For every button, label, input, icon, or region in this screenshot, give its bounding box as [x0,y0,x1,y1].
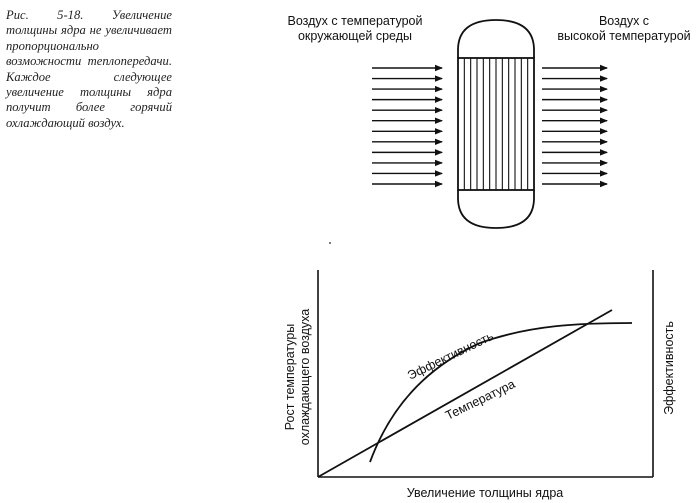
core-tubes [463,58,529,190]
ambient-air-label-line1: Воздух с температурой [287,14,423,28]
right-axis-label: Эффективность [662,321,676,415]
stray-dot [329,242,331,244]
ambient-air-label: Воздух с температурой окружающей среды [260,14,450,44]
y-axis-label-line2: охлаждающего воздуха [298,309,312,446]
x-axis-label: Увеличение толщины ядра [407,486,564,500]
core-thickness-graph: Эффективность Температура Рост температу… [283,270,676,500]
figure-caption: Рис. 5-18. Увеличение толщины ядра не ув… [6,8,172,130]
hot-air-label: Воздух с высокой температурой [550,14,698,44]
hot-air-label-line1: Воздух с [598,14,650,28]
ambient-air-label-line2: окружающей среды [297,29,413,43]
outlet-air-arrows [542,64,608,188]
radiator-upper-tank [457,19,535,58]
efficiency-curve [369,322,633,463]
inlet-air-arrows [372,64,443,188]
radiator-lower-tank [457,190,535,229]
radiator-core [457,19,535,229]
efficiency-curve-label: Эффективность [405,329,495,383]
y-axis-label-line1: Рост температуры [283,324,297,431]
hot-air-label-line2: высокой температурой [557,29,691,43]
temperature-line [317,309,613,478]
